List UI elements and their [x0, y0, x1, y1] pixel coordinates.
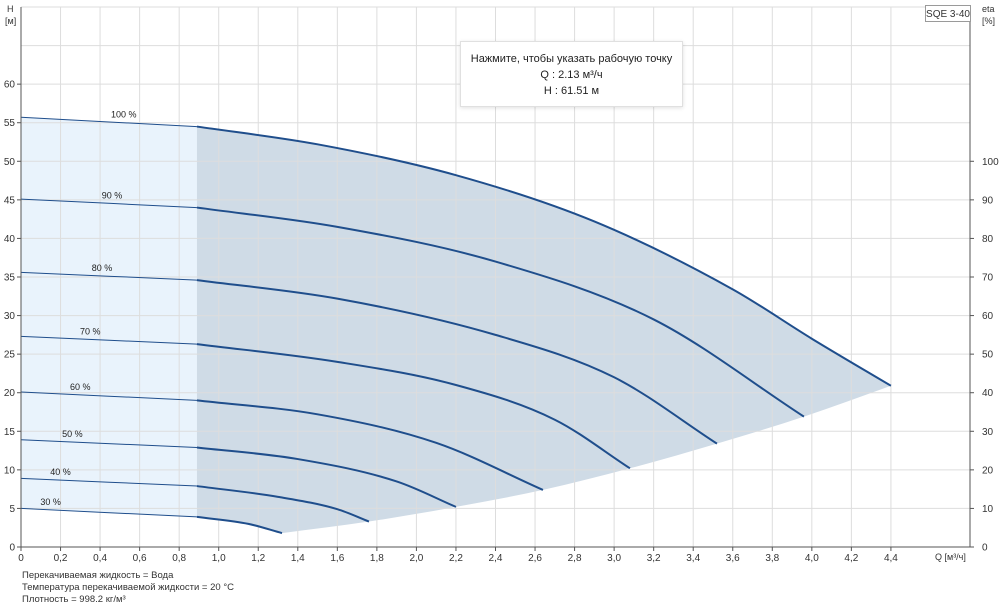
curve-label: 30 %	[40, 497, 61, 507]
operating-point-tooltip[interactable]: Нажмите, чтобы указать рабочую точку Q :…	[460, 41, 683, 107]
y2-tick-label: 0	[982, 543, 988, 554]
allowed-flow-band	[21, 117, 197, 517]
y2-tick-label: 60	[982, 311, 994, 322]
operating-region-fill	[196, 126, 891, 534]
pump-curve[interactable]	[196, 206, 805, 418]
y-tick-label: 40	[4, 234, 16, 245]
pump-curves[interactable]	[20, 116, 892, 535]
pump-curve-low-flow	[20, 271, 197, 281]
pump-curve[interactable]	[196, 515, 283, 535]
x-tick-label: 3,8	[765, 553, 779, 564]
fluid-density: Плотность = 998.2 кг/м³	[22, 594, 126, 605]
fluid-info: Перекачиваемая жидкость = Вода Температу…	[22, 570, 234, 606]
fluid-type: Перекачиваемая жидкость = Вода	[22, 570, 174, 581]
x-tick-label: 4,4	[884, 553, 898, 564]
y-tick-label: 15	[4, 427, 16, 438]
y-tick-label: 45	[4, 195, 16, 206]
y-tick-label: 60	[4, 80, 16, 91]
operating-region	[196, 126, 891, 534]
chart-grid	[20, 6, 970, 547]
pump-curve-low-flow	[20, 439, 197, 448]
pump-curve[interactable]	[196, 399, 544, 491]
pump-curve-low-flow	[20, 477, 197, 487]
y-axis-title-unit: [м]	[5, 16, 16, 26]
y2-tick-label: 100	[982, 157, 999, 168]
low-flow-band-fill	[21, 117, 197, 517]
x-axis-title: Q [м³/ч]	[935, 552, 966, 562]
tooltip-instruction: Нажмите, чтобы указать рабочую точку	[470, 53, 673, 65]
x-tick-label: 3,0	[607, 553, 621, 564]
x-tick-label: 3,2	[647, 553, 661, 564]
y-axis-title-top: H	[7, 4, 14, 14]
tooltip-flow-value: Q : 2.13 м³/ч	[540, 69, 603, 81]
pump-curve-low-flow	[20, 507, 197, 518]
pump-curve-low-flow	[20, 198, 197, 209]
y2-tick-label: 70	[982, 273, 994, 284]
x-tick-label: 1,2	[251, 553, 265, 564]
curve-label: 50 %	[62, 429, 83, 439]
y2-tick-label: 10	[982, 504, 994, 515]
x-tick-label: 3,6	[726, 553, 740, 564]
x-tick-label: 0	[18, 553, 24, 564]
pump-curve[interactable]	[196, 279, 718, 445]
pump-curve[interactable]	[196, 485, 370, 523]
curve-label: 60 %	[70, 382, 91, 392]
pump-model-label: SQE 3-40	[925, 5, 971, 22]
y-tick-label: 50	[4, 157, 16, 168]
y-tick-label: 5	[9, 504, 15, 515]
pump-curve-low-flow	[20, 116, 197, 128]
x-tick-label: 1,4	[291, 553, 305, 564]
y2-tick-label: 20	[982, 465, 994, 476]
y-tick-label: 20	[4, 388, 16, 399]
y-tick-label: 25	[4, 350, 16, 361]
pump-curve-low-flow	[20, 391, 197, 401]
curve-label: 80 %	[92, 263, 113, 273]
x-tick-label: 3,4	[686, 553, 700, 564]
y2-tick-label: 90	[982, 195, 994, 206]
curve-label: 100 %	[111, 110, 137, 120]
x-tick-label: 2,4	[489, 553, 503, 564]
x-tick-label: 2,8	[568, 553, 582, 564]
y-tick-label: 30	[4, 311, 16, 322]
fluid-temperature: Температура перекачиваемой жидкости = 20…	[22, 582, 234, 593]
curve-label: 70 %	[80, 326, 101, 336]
y-tick-label: 0	[9, 543, 15, 554]
y2-axis-title-top: eta	[982, 4, 995, 14]
x-tick-label: 0,6	[133, 553, 147, 564]
tick-labels: 0 0,2 0,4 0,6 0,8 1,0 1,2 1,4 1,6 1,8 2,0 2,2 2,4 2,6…	[4, 80, 999, 564]
pump-curve-low-flow	[20, 335, 197, 345]
y-tick-label: 10	[4, 465, 16, 476]
y2-tick-label: 80	[982, 234, 994, 245]
pump-curve[interactable]	[196, 125, 892, 387]
pump-curve[interactable]	[196, 446, 457, 508]
x-tick-label: 0,4	[93, 553, 107, 564]
x-tick-label: 0,8	[172, 553, 186, 564]
x-tick-label: 1,8	[370, 553, 384, 564]
curve-label: 40 %	[50, 467, 71, 477]
y2-tick-label: 40	[982, 388, 994, 399]
y2-tick-label: 30	[982, 427, 994, 438]
y2-axis-title-unit: [%]	[982, 16, 995, 26]
x-tick-label: 0,2	[54, 553, 68, 564]
curve-label: 90 %	[102, 190, 123, 200]
x-tick-label: 1,0	[212, 553, 226, 564]
x-tick-label: 2,2	[449, 553, 463, 564]
x-tick-label: 2,6	[528, 553, 542, 564]
x-tick-label: 4,0	[805, 553, 819, 564]
pump-curve[interactable]	[196, 343, 631, 470]
x-tick-label: 1,6	[330, 553, 344, 564]
y2-tick-label: 50	[982, 350, 994, 361]
y-tick-label: 35	[4, 273, 16, 284]
x-tick-label: 4,2	[844, 553, 858, 564]
tooltip-head-value: H : 61.51 м	[543, 85, 600, 97]
curve-labels: 100 % 90 % 80 % 70 % 60 % 50 % 40 % 30 %	[40, 110, 136, 507]
y-tick-label: 55	[4, 118, 16, 129]
x-tick-label: 2,0	[409, 553, 423, 564]
